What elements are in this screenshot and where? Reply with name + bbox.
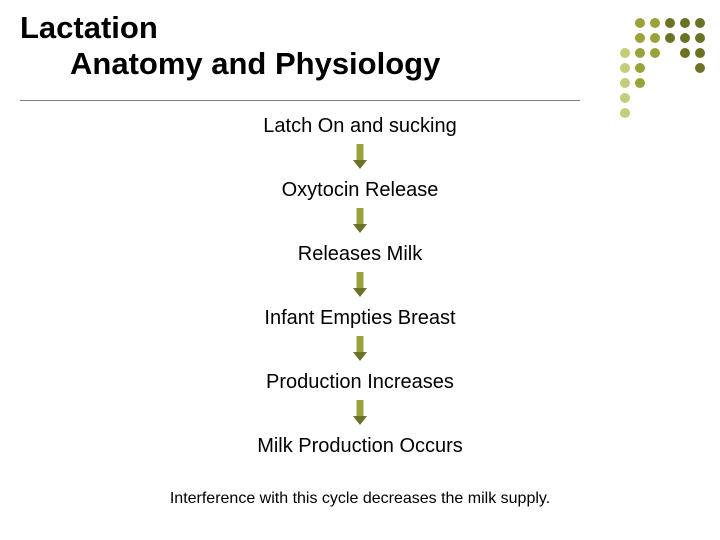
decor-dot xyxy=(695,33,705,43)
decor-dot xyxy=(620,93,630,103)
flow-step: Infant Empties Breast xyxy=(0,307,720,330)
down-arrow-icon xyxy=(353,208,367,233)
decor-dot xyxy=(635,63,645,73)
title-line-2: Anatomy and Physiology xyxy=(20,46,580,82)
down-arrow-icon xyxy=(353,272,367,297)
decor-dot xyxy=(620,63,630,73)
title-block: Lactation Anatomy and Physiology xyxy=(20,10,580,82)
decor-dot xyxy=(680,48,690,58)
flow-step: Oxytocin Release xyxy=(0,179,720,202)
decor-dot xyxy=(635,78,645,88)
decor-dot xyxy=(620,48,630,58)
decor-dot xyxy=(620,108,630,118)
decor-dot xyxy=(635,18,645,28)
down-arrow-icon xyxy=(353,336,367,361)
title-line-1: Lactation xyxy=(20,10,580,46)
decor-dot xyxy=(650,33,660,43)
decor-dot xyxy=(620,78,630,88)
decor-dot xyxy=(650,18,660,28)
title-underline xyxy=(20,100,580,101)
down-arrow-icon xyxy=(353,400,367,425)
decor-dot xyxy=(680,18,690,28)
decor-dot xyxy=(695,48,705,58)
slide: Lactation Anatomy and Physiology Latch O… xyxy=(0,0,720,540)
decor-dot xyxy=(680,33,690,43)
decor-dot xyxy=(665,18,675,28)
decor-dot xyxy=(635,48,645,58)
flow-step: Milk Production Occurs xyxy=(0,435,720,458)
flow-step: Releases Milk xyxy=(0,243,720,266)
decor-dot xyxy=(695,63,705,73)
decor-dot xyxy=(635,33,645,43)
flow-diagram: Latch On and sucking Oxytocin Release Re… xyxy=(0,115,720,458)
decor-dot xyxy=(695,18,705,28)
flow-step: Production Increases xyxy=(0,371,720,394)
flow-step: Latch On and sucking xyxy=(0,115,720,138)
footnote-text: Interference with this cycle decreases t… xyxy=(0,490,720,508)
decor-dot xyxy=(650,48,660,58)
down-arrow-icon xyxy=(353,144,367,169)
decor-dot xyxy=(665,33,675,43)
